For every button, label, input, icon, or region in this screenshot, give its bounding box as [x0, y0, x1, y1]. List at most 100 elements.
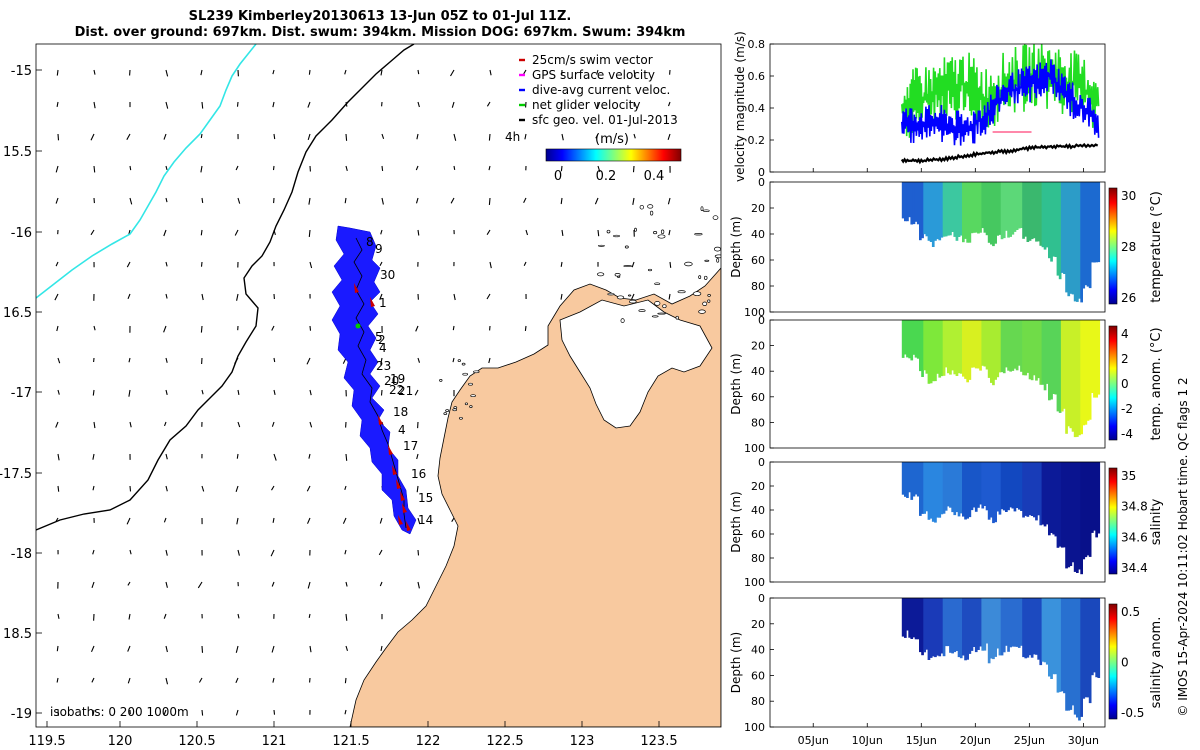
profile-cell	[942, 182, 946, 237]
profile-cell	[959, 462, 963, 514]
profile-cell	[904, 462, 907, 497]
island	[651, 315, 659, 318]
profile-cell	[1043, 598, 1047, 663]
island	[458, 416, 463, 420]
current-arrow	[417, 549, 420, 556]
profile-cell	[1015, 598, 1019, 647]
profile-cell	[1000, 320, 1004, 373]
net-glider-velocity-marker	[355, 323, 361, 329]
profile-cell	[957, 320, 961, 374]
current-arrow	[307, 133, 311, 141]
current-arrow	[200, 229, 203, 236]
current-arrow	[417, 101, 420, 108]
profile-cell	[983, 182, 987, 233]
current-arrow	[57, 613, 60, 619]
profile-cell	[1009, 462, 1012, 508]
island	[647, 204, 654, 209]
profile-cell	[1086, 182, 1090, 287]
current-arrow	[488, 133, 491, 141]
profile-cell	[927, 598, 931, 660]
day-label: 17	[403, 439, 418, 453]
profile-cell	[957, 598, 961, 658]
profile-colorbar	[1108, 187, 1118, 305]
profile-cell	[925, 182, 929, 237]
profile-y-tick-label: 80	[751, 416, 765, 429]
profile-cell	[1005, 462, 1008, 512]
profile-cell	[981, 182, 985, 229]
profile-cell	[1063, 182, 1066, 274]
profile-cell	[1063, 598, 1066, 694]
current-arrow	[56, 69, 59, 76]
island	[653, 231, 658, 235]
current-arrow	[488, 197, 491, 205]
current-arrow	[163, 613, 167, 619]
profile-cell	[1056, 182, 1060, 276]
profile-cell	[990, 320, 993, 383]
profile-cell	[957, 182, 961, 237]
profile-cell	[910, 182, 914, 225]
profile-cell	[914, 598, 918, 640]
profile-cell	[966, 598, 969, 660]
island	[623, 265, 633, 268]
profile-y-tick-label: 40	[751, 504, 765, 517]
profile-cell	[1020, 182, 1023, 228]
profile-y-tick-label: 40	[751, 644, 765, 657]
profile-cell	[1045, 320, 1049, 384]
profile-cell	[1020, 462, 1023, 511]
profile-cell	[1022, 598, 1025, 658]
profile-cell	[968, 182, 972, 243]
profile-cell	[934, 462, 937, 523]
profile-cell	[1048, 320, 1051, 401]
profile-cell	[947, 462, 950, 507]
colorbar-tick-label: 0.4	[644, 169, 665, 184]
profile-cell	[1080, 182, 1083, 303]
current-arrow	[417, 517, 421, 525]
profile-cell	[1054, 462, 1058, 537]
current-arrow	[308, 197, 311, 205]
island	[452, 408, 458, 412]
profile-cell	[914, 462, 918, 495]
profile-cell	[1041, 320, 1045, 385]
profile-cell	[901, 320, 905, 358]
swim-vector	[396, 479, 401, 489]
current-arrow	[345, 165, 348, 172]
island	[712, 215, 719, 220]
profile-cell	[1050, 598, 1053, 679]
current-arrow	[55, 165, 59, 173]
profile-cell	[925, 320, 929, 374]
profile-cell	[970, 320, 974, 368]
profile-cell	[908, 462, 911, 493]
map-x-tick-label: 120	[108, 734, 133, 749]
current-arrow	[632, 165, 635, 173]
map-y-tick-label: -16	[11, 226, 32, 241]
current-arrow	[200, 261, 203, 267]
current-arrow	[633, 69, 636, 77]
legend-label: GPS surface velocity	[532, 68, 655, 82]
current-arrow	[55, 261, 59, 267]
profile-cell	[916, 182, 920, 225]
current-arrow	[163, 421, 167, 427]
profile-cell	[964, 182, 967, 239]
profile-cell	[977, 182, 980, 234]
profile-cell	[1060, 462, 1064, 548]
profile-cell	[914, 320, 918, 358]
island	[662, 304, 667, 309]
profile-cell	[1005, 182, 1008, 231]
map-y-tick-label: 15.5	[3, 145, 32, 160]
profile-cell	[977, 320, 980, 369]
profile-cell	[1024, 182, 1028, 237]
current-arrow	[308, 69, 311, 75]
profile-cell	[987, 598, 991, 664]
profile-cell	[1078, 320, 1081, 436]
current-arrow	[309, 389, 312, 396]
swim-vectors	[354, 283, 411, 531]
profile-y-tick-label: 0	[758, 592, 765, 605]
profile-cell	[1005, 598, 1008, 646]
current-arrow	[306, 517, 311, 524]
profile-cell	[1048, 462, 1051, 536]
speed-colorbar-ticks: 0 0.2 0.4	[554, 169, 664, 184]
island	[654, 301, 661, 306]
profile-cell	[944, 598, 948, 647]
current-arrow	[165, 677, 169, 685]
current-arrow	[200, 133, 203, 139]
